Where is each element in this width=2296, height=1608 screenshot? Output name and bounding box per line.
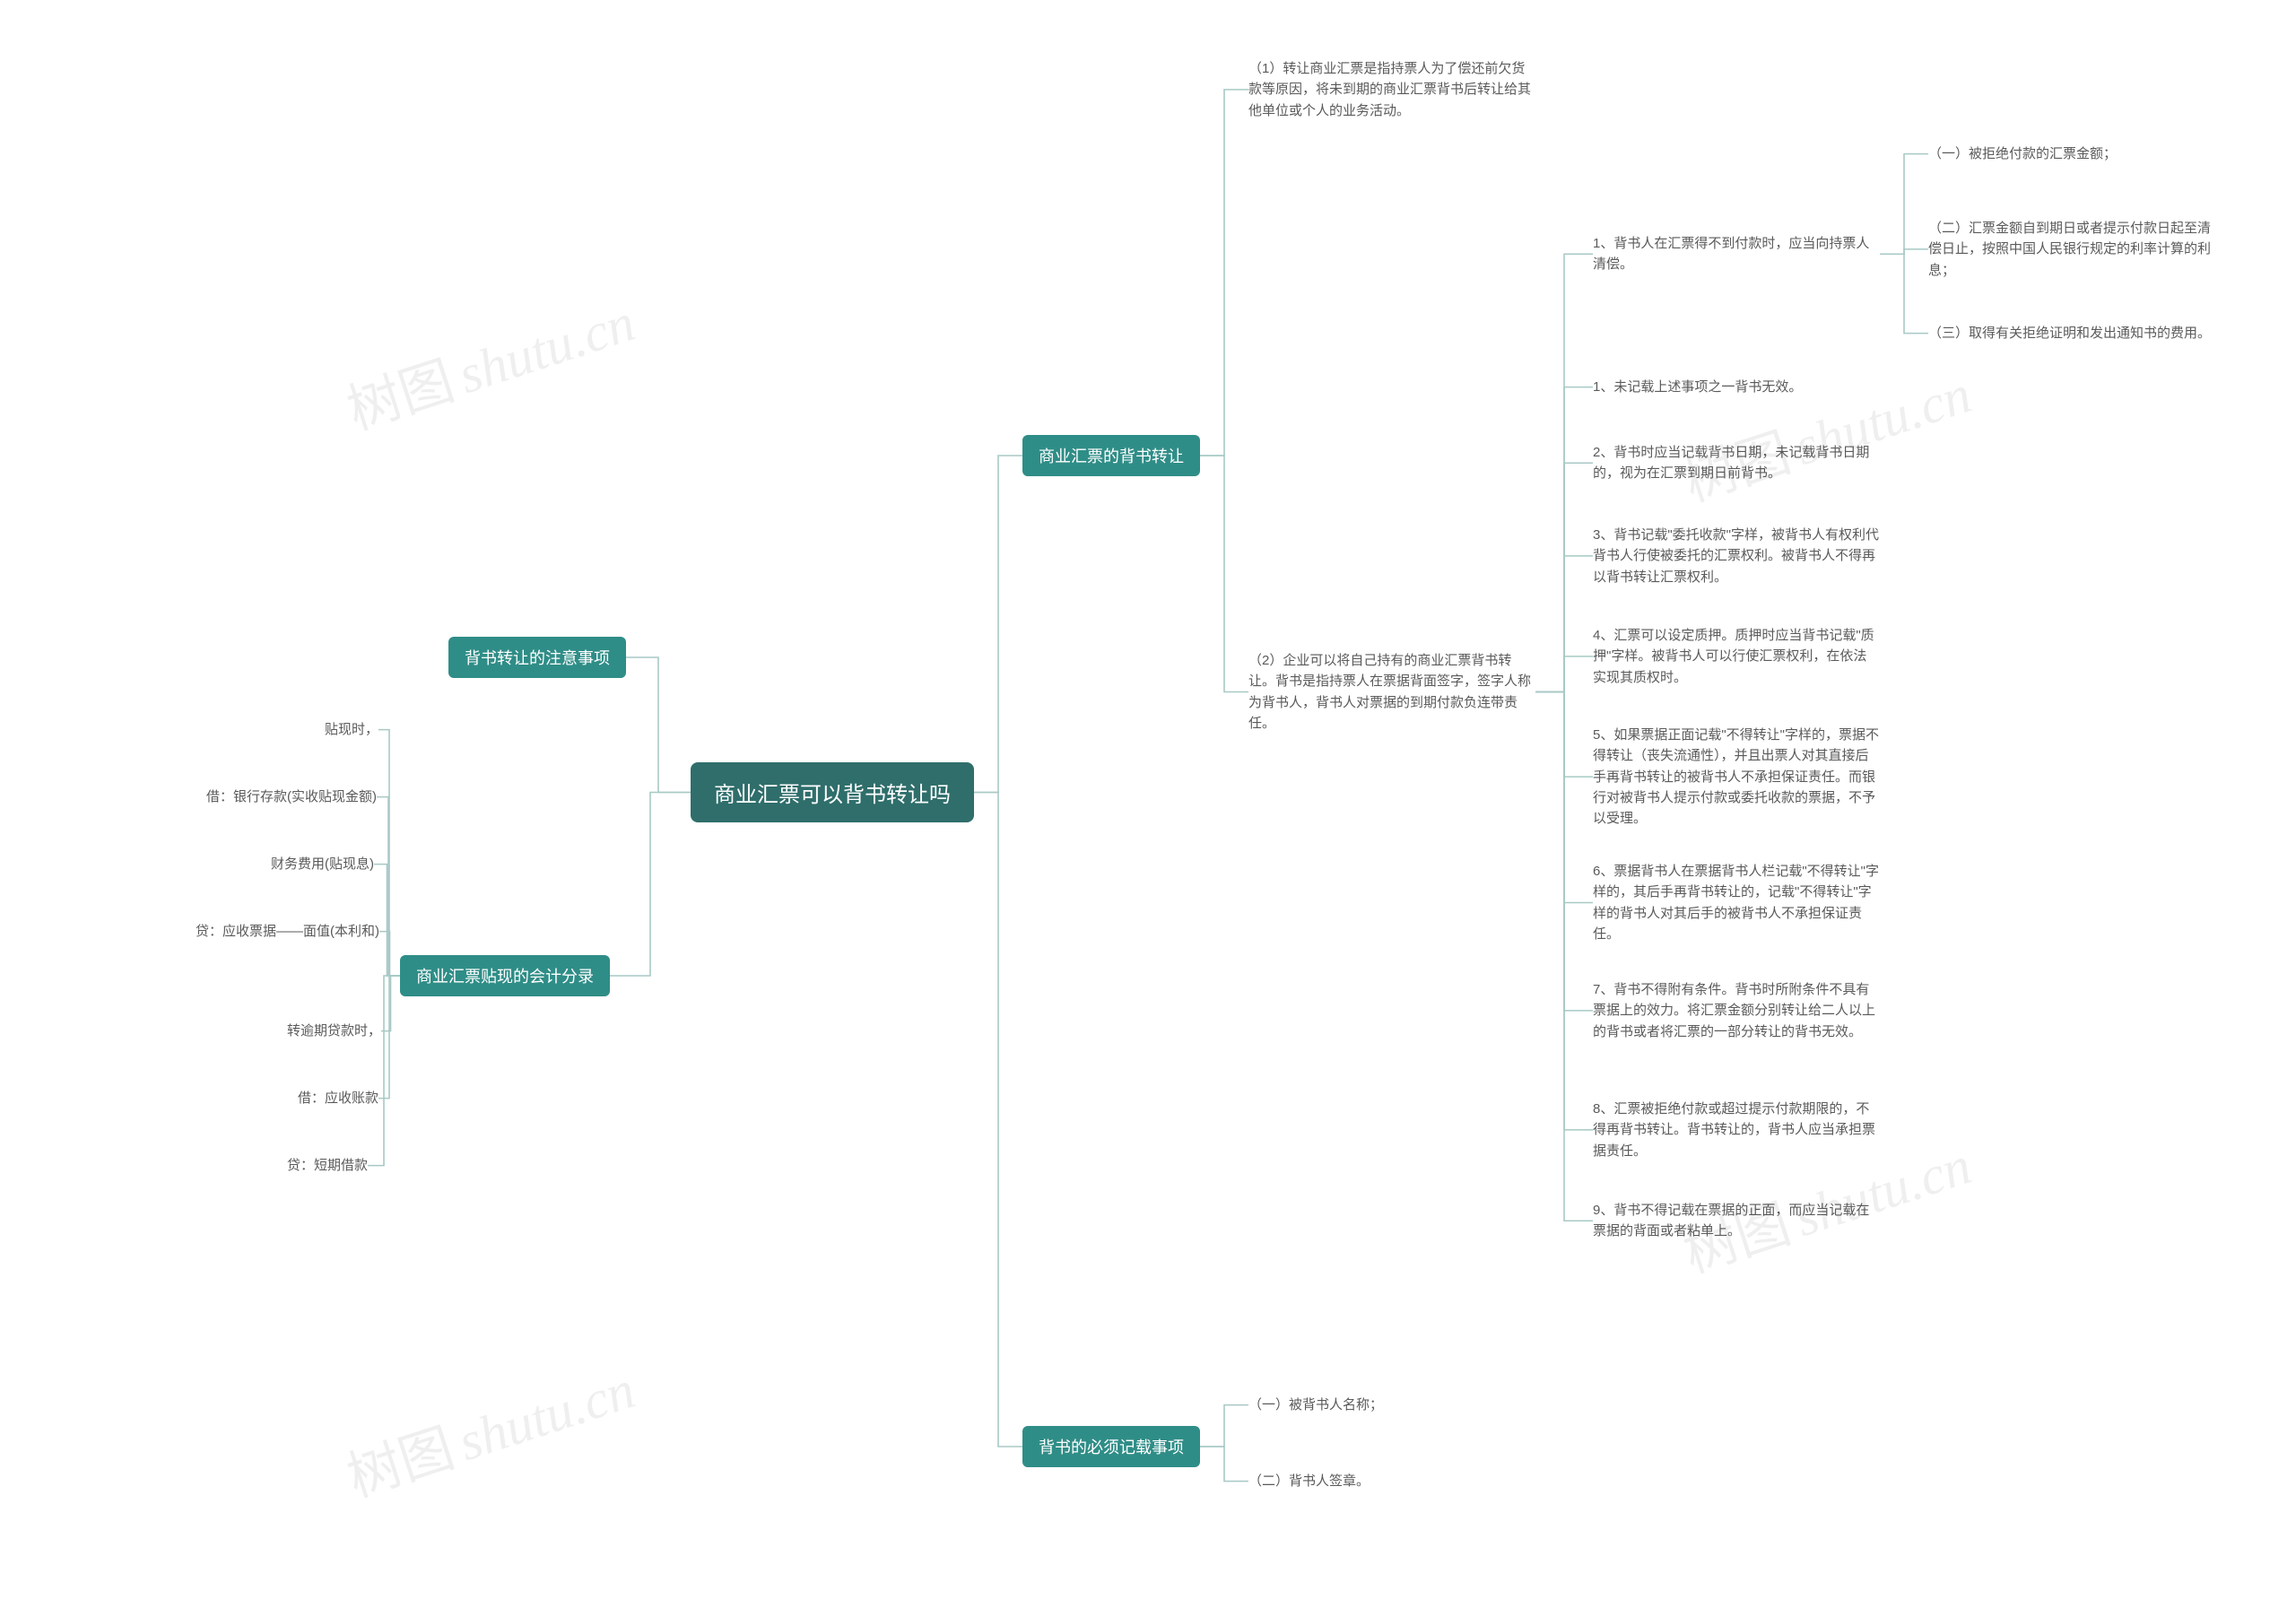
connector — [1535, 692, 1593, 1011]
connector — [379, 932, 400, 976]
connector — [1535, 692, 1593, 778]
leaf-d10: 9、背书不得记载在票据的正面，而应当记载在票据的背面或者粘单上。 — [1593, 1200, 1880, 1242]
leaf-l2c1: 贴现时， — [325, 719, 378, 740]
branch-left-1: 背书转让的注意事项 — [448, 637, 626, 678]
leaf-l2c4: 贷：应收票据——面值(本利和) — [196, 921, 379, 942]
leaf-r2c1: （一）被背书人名称； — [1248, 1395, 1383, 1415]
connector — [368, 976, 400, 1166]
connector — [1200, 1447, 1248, 1482]
connector — [1535, 254, 1593, 691]
connector — [381, 976, 400, 1031]
connector — [1535, 556, 1593, 692]
connector — [374, 865, 400, 976]
connector — [378, 976, 400, 1099]
leaf-d1a: （一）被拒绝付款的汇票金额； — [1928, 143, 2117, 164]
connector — [1880, 249, 1928, 254]
root-node: 商业汇票可以背书转让吗 — [691, 762, 974, 822]
connector — [1880, 254, 1928, 333]
connector — [378, 730, 400, 976]
branch-left-2: 商业汇票贴现的会计分录 — [400, 955, 610, 996]
connector — [1535, 387, 1593, 692]
leaf-d8: 7、背书不得附有条件。背书时所附条件不具有票据上的效力。将汇票金额分别转让给二人… — [1593, 979, 1880, 1042]
leaf-l2c5: 转逾期贷款时， — [287, 1021, 381, 1041]
leaf-l2c3: 财务费用(贴现息) — [271, 854, 374, 874]
leaf-r1c1: （1）转让商业汇票是指持票人为了偿还前欠货款等原因，将未到期的商业汇票背书后转让… — [1248, 58, 1535, 121]
branch-right-2: 背书的必须记载事项 — [1022, 1426, 1200, 1467]
watermark: 树图shutu.cn — [1673, 351, 1979, 517]
leaf-d3: 2、背书时应当记载背书日期，未记载背书日期的，视为在汇票到期日前背书。 — [1593, 442, 1880, 484]
connector — [1200, 90, 1248, 456]
connector — [1535, 692, 1593, 1221]
connector — [1535, 692, 1593, 903]
leaf-l2c7: 贷：短期借款 — [287, 1155, 368, 1176]
leaf-r1c2: （2）企业可以将自己持有的商业汇票背书转让。背书是指持票人在票据背面签字，签字人… — [1248, 650, 1535, 734]
leaf-l2c6: 借：应收账款 — [298, 1088, 378, 1108]
leaf-d5: 4、汇票可以设定质押。质押时应当背书记载"质押"字样。被背书人可以行使汇票权利，… — [1593, 625, 1880, 688]
leaf-d4: 3、背书记载"委托收款"字样，被背书人有权利代背书人行使被委托的汇票权利。被背书… — [1593, 525, 1880, 587]
leaf-d9: 8、汇票被拒绝付款或超过提示付款期限的，不得再背书转让。背书转让的，背书人应当承… — [1593, 1099, 1880, 1161]
connector — [1535, 656, 1593, 692]
connector — [974, 793, 1022, 1447]
leaf-d1: 1、背书人在汇票得不到付款时，应当向持票人清偿。 — [1593, 233, 1880, 275]
connector — [1200, 1405, 1248, 1447]
leaf-d1b: （二）汇票金额自到期日或者提示付款日起至清偿日止，按照中国人民银行规定的利率计算… — [1928, 218, 2215, 281]
leaf-d2: 1、未记载上述事项之一背书无效。 — [1593, 377, 1802, 397]
leaf-d6: 5、如果票据正面记载"不得转让"字样的，票据不得转让（丧失流通性），并且出票人对… — [1593, 725, 1880, 829]
leaf-r2c2: （二）背书人签章。 — [1248, 1471, 1370, 1491]
connector — [1535, 692, 1593, 1130]
leaf-d7: 6、票据背书人在票据背书人栏记载"不得转让"字样的，其后手再背书转让的，记载"不… — [1593, 861, 1880, 944]
connector — [1200, 456, 1248, 692]
leaf-d1c: （三）取得有关拒绝证明和发出通知书的费用。 — [1928, 323, 2211, 343]
connector — [377, 797, 400, 976]
watermark: 树图shutu.cn — [336, 1346, 643, 1512]
connector — [626, 657, 691, 793]
connector — [974, 456, 1022, 793]
connector — [610, 793, 691, 977]
watermark: 树图shutu.cn — [336, 279, 643, 445]
branch-right-1: 商业汇票的背书转让 — [1022, 435, 1200, 476]
leaf-l2c2: 借：银行存款(实收贴现金额) — [206, 787, 377, 807]
connector — [1535, 463, 1593, 691]
connector — [1880, 154, 1928, 255]
